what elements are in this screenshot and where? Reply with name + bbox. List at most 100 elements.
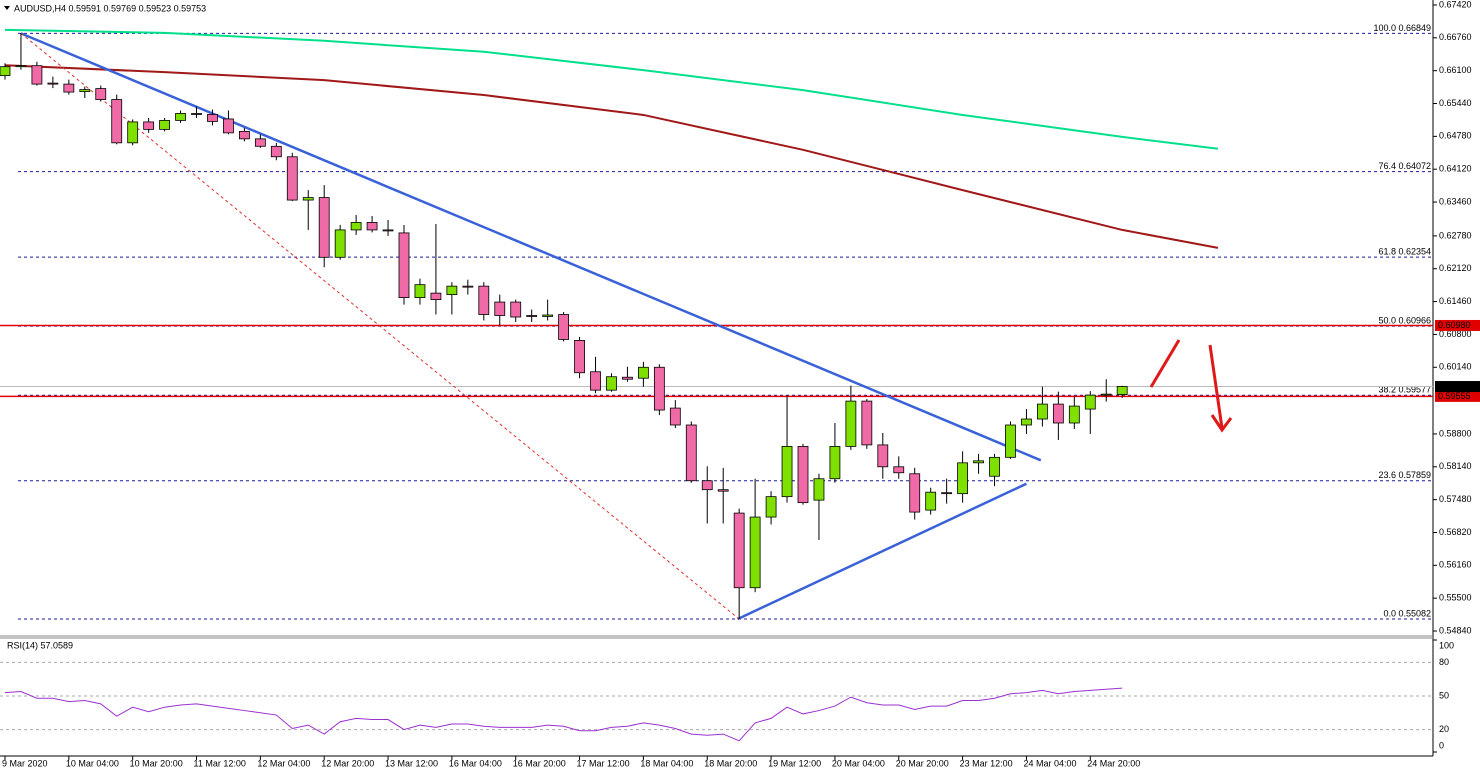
fib-label: 61.8 0.62354 xyxy=(1378,246,1431,256)
x-tick-label: 10 Mar 20:00 xyxy=(130,758,183,768)
x-tick-label: 23 Mar 12:00 xyxy=(960,758,1013,768)
candle-body xyxy=(813,478,825,501)
candle-body xyxy=(701,480,713,491)
candle-body xyxy=(845,400,857,447)
y-tick-label: 0.56820 xyxy=(1439,527,1472,537)
candle-body xyxy=(414,284,426,298)
y-tick-label: 0.57480 xyxy=(1439,494,1472,504)
x-tick-label: 17 Mar 12:00 xyxy=(577,758,630,768)
candle-body xyxy=(877,444,889,468)
candle-body xyxy=(1084,394,1096,410)
y-tick-label: 0.63460 xyxy=(1439,196,1472,206)
candle-body xyxy=(558,314,569,340)
arrow-down xyxy=(1208,344,1224,429)
forecast-arrows xyxy=(1149,339,1233,433)
price-box-label: 0.59555 xyxy=(1438,391,1471,401)
candle-body xyxy=(382,229,394,232)
candle-body xyxy=(669,407,681,426)
y-tick-label: 0.60800 xyxy=(1439,329,1472,339)
candle-body xyxy=(0,66,11,77)
candle-body xyxy=(781,445,793,498)
candle-body xyxy=(622,376,633,380)
rsi-tick-label: 0 xyxy=(1439,740,1444,750)
fib-label: 76.4 0.64072 xyxy=(1378,161,1431,171)
candle-body xyxy=(510,301,522,318)
candle-body xyxy=(749,516,761,589)
candle-body xyxy=(175,113,186,121)
arrow-head xyxy=(1210,414,1233,433)
candle-body xyxy=(638,366,649,379)
candle-body xyxy=(430,292,442,300)
candle-body xyxy=(606,376,617,391)
chart-title: AUDUSD,H4 0.59591 0.59769 0.59523 0.5975… xyxy=(14,3,206,13)
candle-body xyxy=(1005,424,1016,458)
candle-body xyxy=(95,88,107,100)
candle-body xyxy=(446,285,458,296)
x-tick-label: 16 Mar 20:00 xyxy=(513,758,566,768)
y-tick-label: 0.61460 xyxy=(1439,296,1472,306)
price-box xyxy=(1435,381,1480,393)
candle-body xyxy=(1052,403,1064,424)
candle-body xyxy=(111,99,123,144)
candle-body xyxy=(318,197,330,258)
x-tick-label: 20 Mar 20:00 xyxy=(896,758,949,768)
candle-body xyxy=(973,460,984,464)
candle-body xyxy=(861,400,873,446)
x-tick-label: 12 Mar 04:00 xyxy=(257,758,310,768)
candle-body xyxy=(925,491,937,511)
x-tick-label: 18 Mar 04:00 xyxy=(640,758,693,768)
fib-label: 100.0 0.66849 xyxy=(1373,23,1431,33)
y-tick-label: 0.66760 xyxy=(1439,32,1472,42)
x-tick-label: 10 Mar 04:00 xyxy=(66,758,119,768)
candle-body xyxy=(717,489,729,492)
price-box-label: 0.59753 xyxy=(1438,381,1471,391)
y-tick-label: 0.60140 xyxy=(1439,362,1472,372)
candle-body xyxy=(478,285,490,315)
candle-body xyxy=(350,222,362,231)
candle-body xyxy=(1100,393,1112,396)
x-tick-label: 9 Mar 2020 xyxy=(2,758,48,768)
y-tick-label: 0.58140 xyxy=(1439,461,1472,471)
candle-body xyxy=(1116,386,1128,395)
x-tick-label: 16 Mar 04:00 xyxy=(449,758,502,768)
fib-label: 50.0 0.60966 xyxy=(1378,316,1431,326)
y-tick-label: 0.54840 xyxy=(1439,625,1472,635)
candle-body xyxy=(1021,418,1032,426)
x-tick-label: 18 Mar 20:00 xyxy=(704,758,757,768)
arrow-up xyxy=(1149,339,1181,388)
rsi-line xyxy=(4,687,1123,742)
candle-body xyxy=(574,339,585,374)
candle-body xyxy=(238,130,250,140)
fib-label: 0.0 0.55082 xyxy=(1383,608,1431,618)
candle-body xyxy=(797,445,809,504)
moving-average xyxy=(4,64,1219,249)
candle-body xyxy=(31,65,43,85)
y-tick-label: 0.66100 xyxy=(1439,65,1472,75)
candle-body xyxy=(909,473,921,513)
y-tick-label: 0.67420 xyxy=(1439,0,1472,9)
rsi-tick-label: 50 xyxy=(1439,690,1449,700)
candle-body xyxy=(957,462,968,495)
y-tick-label: 0.56160 xyxy=(1439,560,1472,570)
fib-label: 23.6 0.57859 xyxy=(1378,470,1431,480)
candle-body xyxy=(366,222,378,231)
candle-body xyxy=(462,285,474,288)
x-tick-label: 19 Mar 12:00 xyxy=(768,758,821,768)
trendline xyxy=(20,32,740,620)
fib-label: 38.2 0.59577 xyxy=(1378,385,1431,395)
candle-body xyxy=(207,114,218,122)
rsi-tick-label: 80 xyxy=(1439,657,1449,667)
candle-body xyxy=(653,366,665,411)
candle-body xyxy=(127,121,139,144)
candle-body xyxy=(334,229,346,258)
candle-body xyxy=(1037,403,1048,420)
candle-body xyxy=(191,113,202,115)
moving-average xyxy=(4,28,1219,150)
candle-body xyxy=(159,120,171,130)
x-tick-label: 12 Mar 20:00 xyxy=(321,758,374,768)
candle-body xyxy=(685,424,697,482)
candle-body xyxy=(398,232,410,298)
candle-body xyxy=(733,512,745,589)
